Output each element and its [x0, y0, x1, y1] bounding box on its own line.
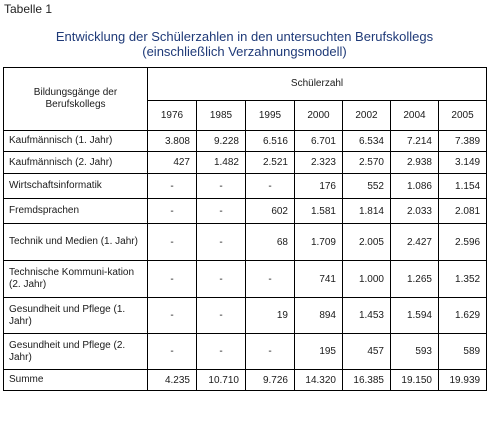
value-cell: 2.596	[437, 223, 488, 261]
value-cell: 1.629	[437, 297, 488, 334]
value-cell: -	[196, 297, 246, 334]
table-row: Kaufmännisch (2. Jahr) 427 1.482 2.521 2.323…	[3, 151, 488, 174]
value-cell: -	[245, 173, 295, 199]
row-label: Gesundheit und Pflege (2. Jahr)	[3, 333, 148, 370]
value-cell: 2.427	[390, 223, 439, 261]
value-cell: -	[147, 173, 197, 199]
value-cell: -	[147, 260, 197, 298]
value-cell: -	[147, 223, 197, 261]
value-cell: 2.323	[294, 151, 343, 174]
value-cell: 1.265	[390, 260, 439, 298]
value-cell: 10.710	[196, 369, 246, 391]
value-cell: 1.086	[390, 173, 439, 199]
value-cell: 1.352	[437, 260, 488, 298]
value-cell: -	[147, 198, 197, 224]
value-cell: 195	[294, 333, 343, 370]
value-cell: -	[147, 297, 197, 334]
value-cell: 7.214	[390, 130, 439, 152]
value-cell: 2.521	[245, 151, 295, 174]
row-label: Fremdsprachen	[3, 198, 148, 224]
row-header-cell: Bildungsgänge der Berufskollegs	[3, 67, 148, 131]
table-caption: Tabelle 1	[4, 2, 53, 16]
value-cell: 16.385	[342, 369, 391, 391]
value-cell: -	[147, 333, 197, 370]
value-cell: 1.453	[342, 297, 391, 334]
table-row: Gesundheit und Pflege (1. Jahr) - -19 894 1.…	[3, 297, 488, 334]
row-label: Wirtschaftsinformatik	[3, 173, 148, 199]
year-header-cell: 1976	[147, 100, 197, 131]
year-header-cell: 2005	[437, 100, 488, 131]
table-row: Technik und Medien (1. Jahr) - -68 1.709 2.0…	[3, 223, 488, 261]
value-cell: -	[196, 260, 246, 298]
enrollment-table: Bildungsgänge der Berufskollegs Schülerz…	[3, 67, 488, 391]
value-cell: -	[196, 173, 246, 199]
value-cell: 457	[342, 333, 391, 370]
year-header-cell: 2000	[294, 100, 343, 131]
value-cell: 1.814	[342, 198, 391, 224]
year-header-cell: 2002	[342, 100, 391, 131]
value-cell: 19	[245, 297, 295, 334]
value-cell: 589	[437, 333, 488, 370]
row-label: Gesundheit und Pflege (1. Jahr)	[3, 297, 148, 334]
table-subtitle: (einschließlich Verzahnungsmodell)	[142, 44, 347, 59]
value-cell: 68	[245, 223, 295, 261]
value-cell: 6.701	[294, 130, 343, 152]
table-row: Wirtschaftsinformatik - - -176 552 1.086 1.154	[3, 173, 488, 199]
table-row: Gesundheit und Pflege (2. Jahr) - - -195 457…	[3, 333, 488, 370]
value-cell: 894	[294, 297, 343, 334]
row-label: Technik und Medien (1. Jahr)	[3, 223, 148, 261]
value-cell: 2.938	[390, 151, 439, 174]
value-cell: 9.228	[196, 130, 246, 152]
value-cell: -	[196, 223, 246, 261]
table-row: Technische Kommuni-kation (2. Jahr) - - -74…	[3, 260, 488, 298]
value-cell: 6.516	[245, 130, 295, 152]
row-label: Summe	[3, 369, 148, 391]
value-cell: 741	[294, 260, 343, 298]
row-label: Kaufmännisch (2. Jahr)	[3, 151, 148, 174]
table-row: Summe 4.235 10.710 9.726 14.320 16.385 19.150 1…	[3, 369, 488, 391]
value-cell: 14.320	[294, 369, 343, 391]
value-cell: 19.939	[437, 369, 488, 391]
value-cell: 3.149	[437, 151, 488, 174]
value-cell: 2.570	[342, 151, 391, 174]
year-header-cell: 1985	[196, 100, 246, 131]
value-cell: -	[245, 260, 295, 298]
value-cell: 1.581	[294, 198, 343, 224]
value-cell: -	[196, 333, 246, 370]
value-cell: 1.482	[196, 151, 246, 174]
table-row: Fremdsprachen - -602 1.581 1.814 2.033 2.081	[3, 198, 488, 224]
value-cell: 19.150	[390, 369, 439, 391]
table-title: Entwicklung der Schülerzahlen in den unt…	[55, 29, 434, 44]
value-cell: 427	[147, 151, 197, 174]
value-cell: 602	[245, 198, 295, 224]
value-cell: 1.709	[294, 223, 343, 261]
value-cell: 7.389	[437, 130, 488, 152]
value-cell: -	[196, 198, 246, 224]
table-row: Kaufmännisch (1. Jahr) 3.808 9.228 6.516 6.7…	[3, 130, 488, 152]
value-cell: 6.534	[342, 130, 391, 152]
value-cell: 552	[342, 173, 391, 199]
value-cell: 593	[390, 333, 439, 370]
value-cell: 1.594	[390, 297, 439, 334]
value-cell: 2.081	[437, 198, 488, 224]
value-cell: -	[245, 333, 295, 370]
value-cell: 4.235	[147, 369, 197, 391]
row-label: Technische Kommuni-kation (2. Jahr)	[3, 260, 148, 298]
value-cell: 9.726	[245, 369, 295, 391]
value-cell: 3.808	[147, 130, 197, 152]
value-cell: 176	[294, 173, 343, 199]
year-header-cell: 1995	[245, 100, 295, 131]
group-header-cell: Schülerzahl	[146, 67, 488, 101]
row-label: Kaufmännisch (1. Jahr)	[3, 130, 148, 152]
value-cell: 1.000	[342, 260, 391, 298]
value-cell: 1.154	[437, 173, 488, 199]
value-cell: 2.033	[390, 198, 439, 224]
value-cell: 2.005	[342, 223, 391, 261]
year-header-cell: 2004	[390, 100, 439, 131]
